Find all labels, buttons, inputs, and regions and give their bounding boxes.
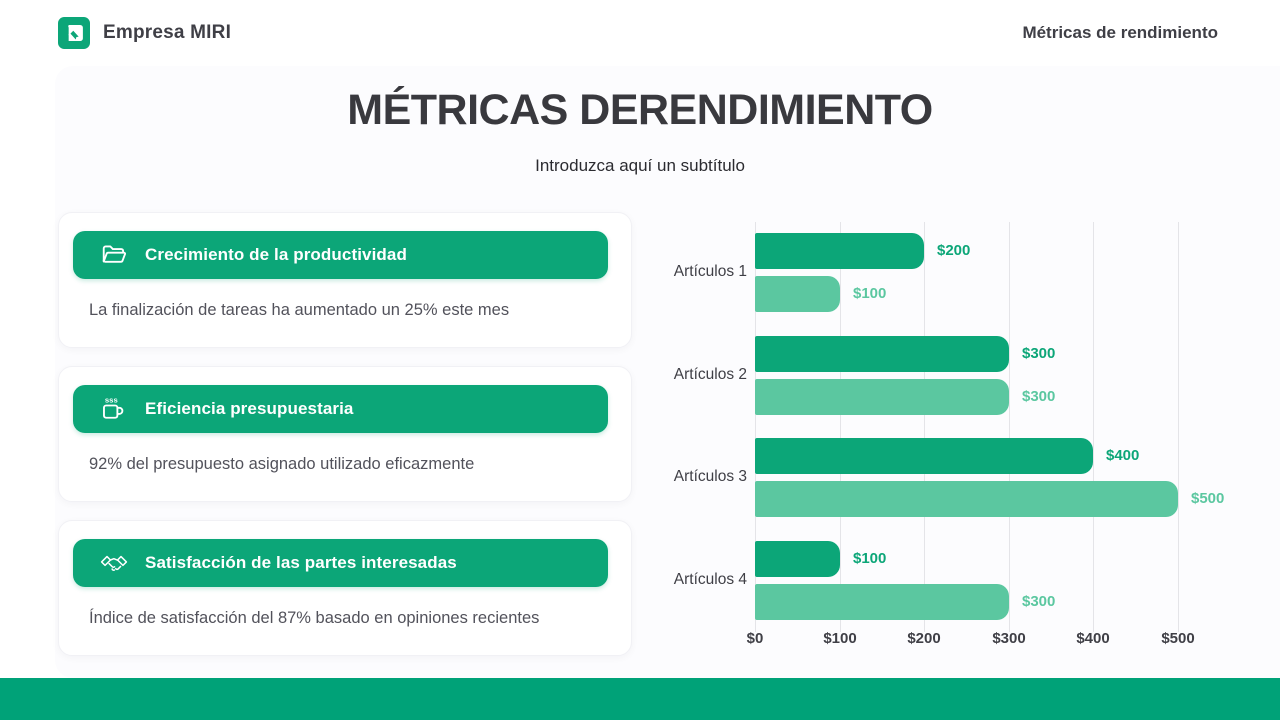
svg-text:sss: sss: [105, 395, 118, 404]
x-axis-tick-label: $0: [746, 630, 764, 647]
bar-value-label: $500: [1191, 490, 1225, 507]
x-axis-tick-label: $200: [907, 630, 941, 647]
gridline: [755, 222, 756, 632]
page-title: MÉTRICAS DERENDIMIENTO: [347, 86, 933, 134]
metric-cards: Crecimiento de la productividad La final…: [58, 212, 632, 674]
x-axis-tick-label: $300: [992, 630, 1026, 647]
card-satisfaction: Satisfacción de las partes interesadas Í…: [58, 520, 632, 656]
gridline: [1093, 222, 1094, 632]
bar-serie-2: [755, 276, 840, 312]
brand-name: Empresa MIRI: [103, 22, 232, 43]
card-productivity-title: Crecimiento de la productividad: [145, 245, 407, 264]
bar-value-label: $200: [937, 242, 971, 259]
bar-chart: $0 $100 $200 $300 $400 $500 Artículos 1 $200 $10…: [655, 210, 1280, 658]
brand: Empresa MIRI: [58, 17, 231, 49]
bar-serie-2: [755, 481, 1178, 517]
x-axis-tick-label: $400: [1076, 630, 1110, 647]
handshake-icon: [100, 555, 128, 571]
bar-value-label: $300: [1022, 593, 1056, 610]
gridline: [924, 222, 925, 632]
bar-serie-1: [755, 233, 924, 269]
card-budget-header: sss Eficiencia presupuestaria: [73, 385, 608, 433]
header-right-label: Métricas de rendimiento: [1022, 23, 1218, 42]
card-satisfaction-title: Satisfacción de las partes interesadas: [145, 553, 457, 572]
page-subtitle: Introduzca aquí un subtítulo: [535, 156, 745, 175]
budget-mug-icon: sss: [103, 395, 124, 419]
top-bar: Empresa MIRI Métricas de rendimiento: [0, 0, 1280, 66]
card-budget-body: 92% del presupuesto asignado utilizado e…: [89, 455, 475, 473]
x-axis-tick-label: $500: [1161, 630, 1195, 647]
category-label: Artículos 2: [673, 366, 747, 383]
category-label: Artículos 4: [673, 571, 747, 588]
category-label: Artículos 3: [673, 468, 747, 485]
card-productivity: Crecimiento de la productividad La final…: [58, 212, 632, 348]
gridline: [840, 222, 841, 632]
gridline: [1009, 222, 1010, 632]
card-productivity-body: La finalización de tareas ha aumentado u…: [89, 301, 510, 319]
gridline: [1178, 222, 1179, 632]
x-axis-tick-label: $100: [823, 630, 857, 647]
bar-serie-2: [755, 379, 1009, 415]
card-productivity-header: Crecimiento de la productividad: [73, 231, 608, 279]
category-label: Artículos 1: [673, 263, 747, 280]
bar-value-label: $100: [853, 550, 887, 567]
bar-serie-1: [755, 541, 840, 577]
card-budget: sss Eficiencia presupuestaria 92% del pr…: [58, 366, 632, 502]
bar-value-label: $300: [1022, 345, 1056, 362]
company-logo-icon: [58, 17, 90, 49]
bar-serie-1: [755, 438, 1093, 474]
open-folder-icon: [102, 245, 127, 263]
bar-serie-2: [755, 584, 1009, 620]
card-satisfaction-header: Satisfacción de las partes interesadas: [73, 539, 608, 587]
bar-value-label: $300: [1022, 388, 1056, 405]
bar-value-label: $100: [853, 285, 887, 302]
card-budget-title: Eficiencia presupuestaria: [145, 399, 354, 418]
bar-serie-1: [755, 336, 1009, 372]
card-satisfaction-body: Índice de satisfacción del 87% basado en…: [89, 609, 540, 627]
footer-bar: [0, 678, 1280, 720]
bar-value-label: $400: [1106, 447, 1140, 464]
